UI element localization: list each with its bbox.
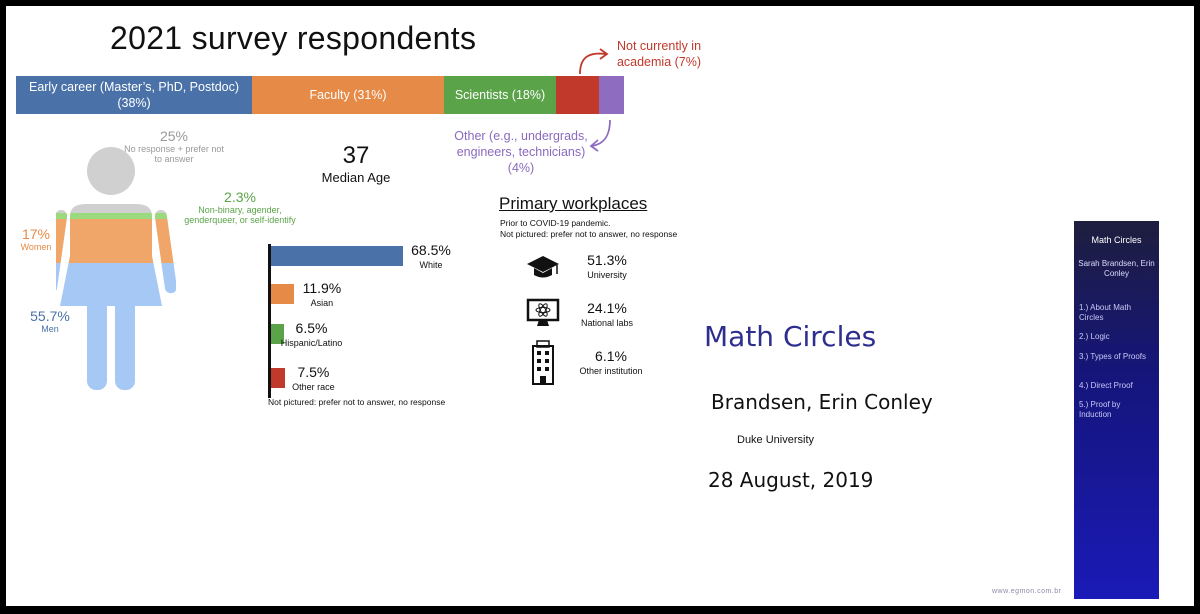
- sidebar-item-about[interactable]: 1.) About Math Circles: [1079, 303, 1132, 322]
- slide-sidebar: Math Circles Sarah Brandsen, Erin Conley…: [1074, 221, 1159, 599]
- gender-no-response-label: No response + prefer not to answer: [124, 144, 224, 164]
- other-roles-annotation: Other (e.g., undergrads, engineers, tech…: [454, 129, 588, 175]
- career-segment-faculty: Faculty (31%): [252, 76, 444, 114]
- workplace-label: University: [587, 270, 627, 280]
- career-segment-label: Early career (Master’s, PhD, Postdoc) (3…: [28, 80, 240, 110]
- workplace-label: National labs: [580, 318, 634, 328]
- race-note: Not pictured: prefer not to answer, no r…: [268, 397, 446, 407]
- red-arrow-icon: [579, 48, 609, 75]
- gender-men-pct: 55.7%: [30, 308, 70, 324]
- atom-monitor-icon: [526, 298, 560, 326]
- race-category-label: White: [419, 260, 443, 270]
- office-building-icon: [532, 340, 554, 385]
- race-bar: [271, 284, 294, 304]
- sidebar-authors: Sarah Brandsen, Erin Conley: [1078, 259, 1155, 278]
- gender-no-response-pct: 25%: [159, 128, 189, 144]
- sidebar-item-types-of-proofs[interactable]: 3.) Types of Proofs: [1079, 352, 1146, 361]
- workplaces-note: Prior to COVID-19 pandemic. Not pictured…: [500, 218, 677, 240]
- screen-canvas: 2021 survey respondents Early career (Ma…: [6, 6, 1194, 606]
- gender-men: 55.7% Men: [24, 308, 76, 334]
- career-segment-early-career: Early career (Master’s, PhD, Postdoc) (3…: [16, 76, 252, 114]
- gender-no-response: 25% No response + prefer not to answer: [124, 128, 224, 164]
- workplaces-note-line: Not pictured: prefer not to answer, no r…: [500, 229, 678, 239]
- gender-women-label: Women: [20, 242, 52, 252]
- sidebar-heading: Math Circles: [1091, 235, 1142, 245]
- race-pct-label: 7.5%: [297, 364, 330, 380]
- gender-nonbinary: 2.3% Non-binary, agender, genderqueer, o…: [176, 189, 304, 225]
- slide-date: 28 August, 2019: [708, 468, 874, 492]
- sidebar-item-induction[interactable]: 5.) Proof by Induction: [1079, 400, 1121, 419]
- race-bar: [271, 324, 284, 344]
- career-segment-label: Scientists (18%): [454, 88, 546, 102]
- race-category-label: Other race: [292, 382, 335, 392]
- career-segment-label: Faculty (31%): [309, 88, 387, 102]
- race-category-label: Hispanic/Latino: [280, 338, 343, 348]
- sidebar-item-direct-proof[interactable]: 4.) Direct Proof: [1079, 381, 1133, 390]
- person-figure-icon: [56, 147, 176, 390]
- gender-nonbinary-label: Non-binary, agender, genderqueer, or sel…: [184, 205, 296, 225]
- graduation-cap-icon: [527, 256, 559, 278]
- race-pct-label: 6.5%: [295, 320, 328, 336]
- race-bar: [271, 368, 286, 388]
- race-category-label: Asian: [310, 298, 334, 308]
- workplace-pct: 24.1%: [587, 300, 627, 316]
- race-pct-label: 11.9%: [302, 280, 342, 296]
- race-chart-axis: [268, 244, 271, 398]
- not-in-academia-annotation: Not currently in academia (7%): [616, 39, 702, 69]
- workplaces-note-line: Prior to COVID-19 pandemic.: [500, 218, 611, 228]
- slide-title: Math Circles: [704, 320, 877, 353]
- gender-nonbinary-pct: 2.3%: [224, 189, 256, 205]
- gender-men-label: Men: [41, 324, 59, 334]
- sidebar-item-logic[interactable]: 2.) Logic: [1079, 332, 1110, 341]
- gender-women: 17% Women: [10, 226, 62, 252]
- workplace-label: Other institution: [579, 366, 643, 376]
- career-segment-not-in-academia: [556, 76, 599, 114]
- race-bar: [271, 246, 403, 266]
- median-age-value: 37: [342, 142, 370, 169]
- gender-women-pct: 17%: [21, 226, 51, 242]
- slide-institution: Duke University: [737, 434, 815, 446]
- watermark: www.egmon.com.br: [992, 588, 1062, 595]
- career-segment-other: [599, 76, 624, 114]
- workplace-pct: 51.3%: [587, 252, 627, 268]
- career-segment-scientists: Scientists (18%): [444, 76, 556, 114]
- slide-authors: Brandsen, Erin Conley: [711, 390, 933, 414]
- race-pct-label: 68.5%: [411, 242, 451, 258]
- workplace-pct: 6.1%: [595, 348, 627, 364]
- median-age-label: Median Age: [321, 170, 391, 185]
- purple-arrow-icon: [589, 119, 611, 152]
- survey-title: 2021 survey respondents: [110, 20, 477, 56]
- workplaces-title: Primary workplaces: [499, 194, 648, 213]
